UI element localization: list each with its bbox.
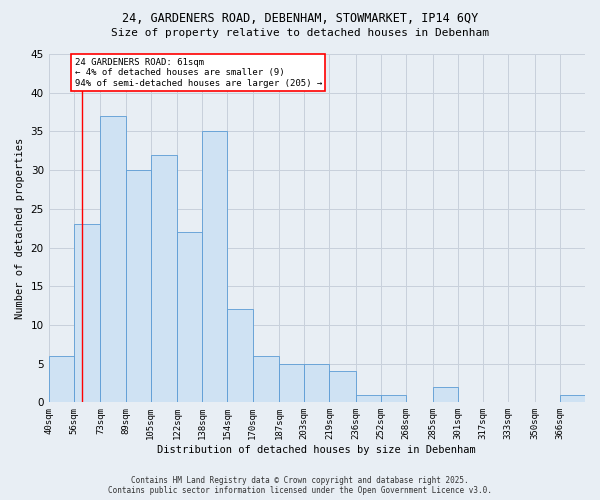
Bar bbox=[279, 364, 304, 403]
Y-axis label: Number of detached properties: Number of detached properties bbox=[15, 138, 25, 319]
Bar bbox=[74, 224, 100, 402]
Text: 24, GARDENERS ROAD, DEBENHAM, STOWMARKET, IP14 6QY: 24, GARDENERS ROAD, DEBENHAM, STOWMARKET… bbox=[122, 12, 478, 26]
Bar bbox=[177, 232, 202, 402]
Bar bbox=[329, 372, 356, 402]
Bar bbox=[356, 394, 381, 402]
X-axis label: Distribution of detached houses by size in Debenham: Distribution of detached houses by size … bbox=[157, 445, 476, 455]
Text: Contains HM Land Registry data © Crown copyright and database right 2025.
Contai: Contains HM Land Registry data © Crown c… bbox=[108, 476, 492, 495]
Bar bbox=[202, 132, 227, 402]
Bar bbox=[227, 310, 253, 402]
Bar bbox=[304, 364, 329, 403]
Bar bbox=[381, 394, 406, 402]
Text: 24 GARDENERS ROAD: 61sqm
← 4% of detached houses are smaller (9)
94% of semi-det: 24 GARDENERS ROAD: 61sqm ← 4% of detache… bbox=[74, 58, 322, 88]
Text: Size of property relative to detached houses in Debenham: Size of property relative to detached ho… bbox=[111, 28, 489, 38]
Bar bbox=[100, 116, 125, 403]
Bar bbox=[253, 356, 279, 403]
Bar bbox=[433, 387, 458, 402]
Bar bbox=[560, 394, 585, 402]
Bar bbox=[151, 154, 177, 402]
Bar bbox=[49, 356, 74, 403]
Bar bbox=[125, 170, 151, 402]
